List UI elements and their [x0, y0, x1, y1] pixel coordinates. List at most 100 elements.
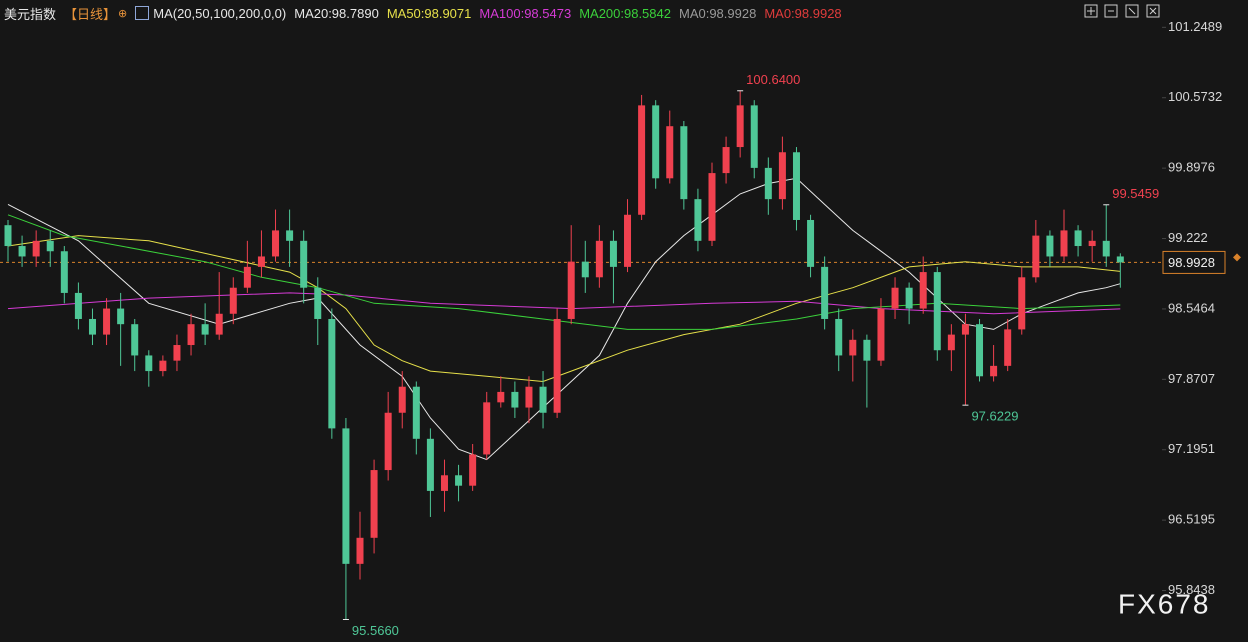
legend-entry: MA20:98.7890 — [294, 5, 379, 21]
legend-entry: MA0:98.9928 — [678, 5, 757, 21]
y-tick-label: 98.5464 — [1168, 300, 1215, 315]
candle-body — [525, 386, 533, 408]
candle-body — [342, 428, 350, 564]
candle-body — [638, 105, 646, 215]
candle-body — [694, 199, 702, 241]
candle-body — [947, 334, 955, 351]
candle-body — [722, 147, 730, 174]
indicator-icon[interactable] — [135, 6, 150, 20]
candle-body — [257, 256, 265, 267]
button-maximize[interactable] — [1125, 4, 1139, 18]
candle-body — [933, 272, 941, 351]
candle-body — [356, 537, 364, 564]
indicator: MA(20,50,100,200,0,0) — [153, 5, 287, 21]
window-buttons[interactable] — [1084, 4, 1160, 18]
button-close[interactable] — [1146, 4, 1160, 18]
candle-body — [680, 126, 688, 200]
candle-body — [595, 240, 603, 278]
candle-body — [103, 308, 111, 335]
candle-body — [835, 318, 843, 356]
chart-header: 美元指数 【日线】 ⊕ MA(20,50,100,200,0,0) MA20:9… — [4, 4, 850, 22]
candle-body — [398, 386, 406, 413]
legend-entry: MA200:98.5842 — [579, 5, 671, 21]
candle-body — [159, 360, 167, 372]
candle-body — [652, 105, 660, 179]
candle-body — [736, 105, 744, 148]
candle-body — [117, 308, 125, 325]
legend-entry: MA100:98.5473 — [479, 5, 572, 21]
current-price-box — [1162, 250, 1226, 274]
candle-body — [990, 365, 998, 377]
candle-body — [272, 230, 280, 257]
candle-body — [609, 240, 617, 267]
candle-body — [201, 324, 209, 335]
button-move[interactable] — [1084, 4, 1098, 18]
candle-body — [286, 230, 294, 241]
candle-body — [187, 324, 195, 346]
candle-body — [1088, 240, 1096, 247]
candle-body — [426, 438, 434, 491]
y-tick-label: 97.1951 — [1168, 441, 1215, 456]
candle-body — [131, 324, 139, 356]
candle-body — [1046, 235, 1054, 257]
y-tick-label: 95.8438 — [1168, 582, 1215, 597]
candle-body — [60, 251, 68, 293]
candle-body — [849, 339, 857, 356]
candle-body — [666, 126, 674, 179]
y-tick-label: 96.5195 — [1168, 512, 1215, 527]
period-icon[interactable]: ⊕ — [118, 7, 128, 20]
candle-body — [1102, 240, 1110, 257]
candle-body — [807, 219, 815, 267]
candle-body — [1004, 329, 1012, 366]
candle-body — [300, 240, 308, 288]
candle-body — [1018, 277, 1026, 330]
candle-body — [384, 412, 392, 471]
candle-body — [792, 152, 800, 220]
chart-title: 美元指数 — [4, 6, 57, 22]
annotation-label: 97.6229 — [971, 409, 1018, 424]
candle-body — [891, 287, 899, 309]
candle-body — [877, 308, 885, 361]
candle-body — [511, 391, 519, 408]
button-glyphs — [1087, 7, 1157, 15]
candle-body — [624, 214, 632, 267]
candle-body — [145, 355, 153, 372]
ma-line — [7, 177, 1121, 461]
candle-body — [18, 246, 26, 257]
annotation-label: 99.5459 — [1112, 186, 1159, 201]
candle-body — [469, 454, 477, 486]
period: 【日线】 — [64, 6, 117, 22]
candle-body — [750, 105, 758, 168]
candle-body — [46, 240, 54, 252]
candle-body — [1060, 230, 1068, 257]
candle-body — [708, 173, 716, 241]
legend-entry: MA0:98.9928 — [764, 5, 842, 21]
candle-body — [328, 318, 336, 429]
candle-body — [412, 386, 420, 439]
y-tick-label: 97.8707 — [1168, 371, 1215, 386]
candle-body — [229, 287, 237, 314]
candle-body — [173, 345, 181, 361]
candle-body — [863, 339, 871, 361]
watermark: FX678 — [1118, 588, 1211, 619]
candle-body — [976, 324, 984, 377]
button-restore[interactable] — [1104, 4, 1118, 18]
candle-body — [497, 391, 505, 403]
candle-body — [243, 266, 251, 288]
candle-body — [919, 272, 927, 309]
y-tick-label: 100.5732 — [1168, 89, 1222, 104]
candle-body — [74, 292, 82, 319]
annotation-label: 95.5660 — [352, 623, 399, 638]
candle-body — [370, 470, 378, 538]
candle-body — [778, 152, 786, 200]
current-price-label: 98.9928 — [1168, 255, 1215, 270]
candle-body — [4, 225, 12, 247]
candle-body — [553, 318, 561, 413]
candle-body — [215, 313, 223, 335]
candle-body — [1032, 235, 1040, 278]
legend-entry: MA50:98.9071 — [386, 5, 472, 21]
candle-body — [567, 261, 575, 319]
candle-body — [539, 386, 547, 413]
